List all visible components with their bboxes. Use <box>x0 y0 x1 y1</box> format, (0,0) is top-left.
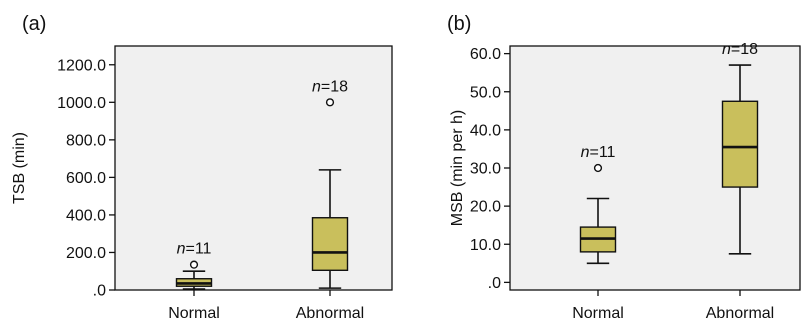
outlier-point <box>593 163 603 173</box>
y-tick-label: 800.0 <box>66 132 106 149</box>
category-label: Abnormal <box>706 305 774 322</box>
y-tick-label: 400.0 <box>66 207 106 224</box>
panel-a: (a) TSB (min) .0 200.0 400.0 600.0 800.0 1000.0… <box>11 13 393 322</box>
y-tick-label: 200.0 <box>66 245 106 262</box>
outlier-point <box>189 260 199 269</box>
y-axis-label: TSB (min) <box>11 132 28 204</box>
sample-size-label: n=18 <box>312 78 348 95</box>
outlier-point <box>325 98 335 107</box>
y-tick-label: 1000.0 <box>57 95 106 112</box>
category-label: Normal <box>572 305 624 322</box>
y-tick-label: 30.0 <box>470 161 501 178</box>
y-tick-label: 1200.0 <box>57 57 106 74</box>
y-tick-label: 10.0 <box>470 237 501 254</box>
y-tick-label: .0 <box>93 283 106 300</box>
y-tick-label: 50.0 <box>470 84 501 101</box>
y-axis-label: MSB (min per h) <box>449 110 466 226</box>
panel-label: (b) <box>447 13 471 35</box>
sample-size-label: n=18 <box>722 41 758 58</box>
panel-label: (a) <box>22 13 46 35</box>
y-tick-label: .0 <box>488 275 501 292</box>
box <box>721 100 759 188</box>
category-label: Normal <box>168 305 220 322</box>
y-tick-label: 600.0 <box>66 170 106 187</box>
y-tick-label: 40.0 <box>470 122 501 139</box>
sample-size-label: n=11 <box>177 241 212 258</box>
category-label: Abnormal <box>296 305 364 322</box>
box <box>311 217 349 271</box>
panel-b: (b) MSB (min per h) .0 10.0 20.0 30.0 40.0 50.0… <box>447 13 801 322</box>
sample-size-label: n=11 <box>581 144 616 161</box>
y-tick-label: 60.0 <box>470 46 501 63</box>
y-tick-label: 20.0 <box>470 199 501 216</box>
plot-area <box>114 45 393 291</box>
